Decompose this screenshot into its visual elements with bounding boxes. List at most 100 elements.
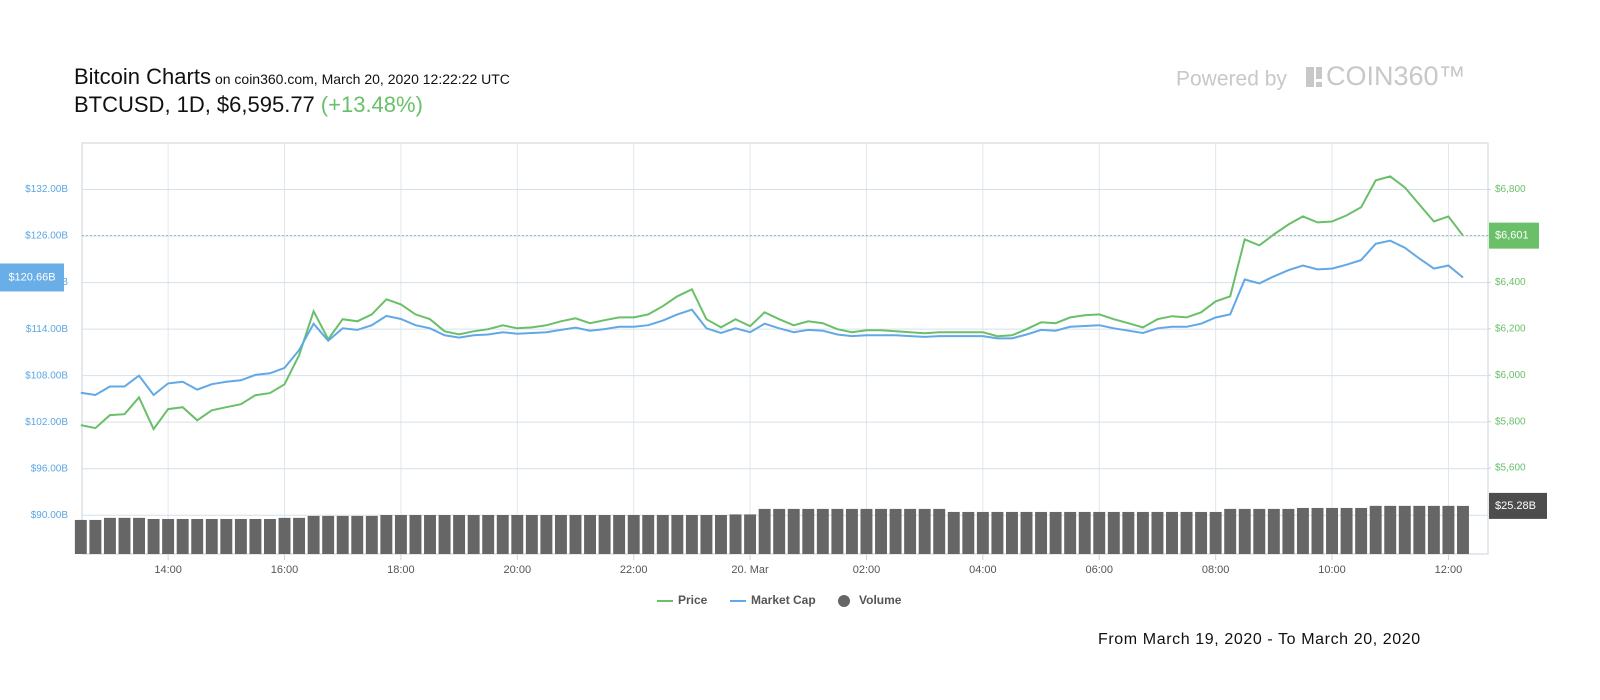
volume-bar [540,514,553,554]
powered-by: Powered by [1176,68,1287,91]
x-tick-label: 04:00 [969,564,997,576]
symbol: BTCUSD, 1D, [74,92,211,117]
volume-bar [1122,511,1135,554]
volume-bar [293,517,306,554]
volume-bar [1427,505,1440,554]
change: (+13.48%) [320,92,423,117]
x-tick-label: 18:00 [387,564,415,576]
y-tick-label: $132.00B [25,184,68,195]
volume-bar [1267,508,1280,554]
volume-bar [613,514,626,554]
logo: COIN360™ [1326,61,1466,91]
volume-bar [118,517,131,554]
header-row: BTCUSD, 1D, $6,595.77 (+13.48%) [74,92,423,118]
x-tick-label: 22:00 [620,564,648,576]
x-tick-label: 20:00 [504,564,532,576]
x-tick-label: 06:00 [1085,564,1113,576]
volume-bar [249,518,262,554]
volume-bar [918,508,931,554]
volume-bar [773,508,786,554]
x-tick-label: 02:00 [853,564,881,576]
volume-bar [584,514,597,554]
volume-bar [1049,511,1062,554]
volume-bar [424,514,436,554]
volume-bar [962,511,975,554]
current-label: $120.66B [8,271,55,283]
volume-bar [278,517,291,554]
volume-bar [744,514,757,554]
y-tick-label: $114.00B [26,324,68,335]
volume-bar [976,511,989,554]
y2-tick-label: $5,800 [1495,416,1526,427]
current-marker [1489,222,1539,249]
volume-bar [264,518,276,554]
x-tick-label: 14:00 [154,564,182,576]
x-tick-label: 12:00 [1435,564,1463,576]
volume-bar [685,514,698,554]
volume-bar [1238,508,1251,554]
plot-frame [81,142,1489,555]
volume-bar [1355,507,1368,554]
volume-bar [1005,511,1018,554]
volume-bar [1180,511,1193,554]
volume-bar [394,514,407,554]
y-tick-label: $126.00B [25,231,68,242]
volume-bar [103,517,116,554]
header-row: Bitcoin Charts on coin360.com, March 20, … [74,64,510,90]
y2-tick-label: $6,200 [1495,323,1526,334]
series-line [80,175,1464,432]
current-marker [0,263,64,292]
current-label: $25.28B [1495,500,1536,512]
price: $6,595.77 [216,92,315,117]
volume-bar [889,508,902,554]
volume-bar [1326,507,1339,554]
y-tick-label: $102.00B [25,417,68,428]
volume-bar [715,514,727,554]
volume-bar [496,514,509,554]
volume-bar [1035,511,1048,554]
volume-bar [947,511,960,554]
current-marker [1489,492,1547,519]
volume-bar [700,514,713,554]
volume-bar [787,508,800,554]
volume-bar [933,508,946,554]
volume-bar [875,508,887,554]
y2-tick-label: $6,000 [1495,370,1526,381]
volume-bar [74,519,87,554]
volume-bar [511,514,524,554]
volume-bar [1457,505,1469,554]
volume-bar [220,518,233,554]
volume-bar [1107,511,1120,554]
x-tick-label: 10:00 [1318,564,1346,576]
volume-bar [729,514,742,554]
volume-bar [671,514,684,554]
volume-bar [1209,511,1222,554]
volume-bar [336,515,349,554]
volume-bar [991,511,1004,554]
source: on coin360.com, March 20, 2020 12:22:22 … [214,71,510,87]
volume-bar [1340,507,1353,554]
volume-bar [904,508,917,554]
volume-bar [1253,508,1266,554]
volume-bar [205,518,218,554]
x-tick-label: 20. Mar [731,564,769,576]
logo-icon [1316,82,1322,87]
volume-bar [89,519,102,554]
volume-bar [1384,505,1397,554]
volume-bar [831,508,844,554]
volume-bar [351,515,364,554]
volume-bar [845,508,858,554]
volume-bar [322,515,335,554]
y2-tick-label: $5,600 [1495,463,1526,474]
y-tick-label: $108.00B [25,370,68,381]
volume-bar [816,508,829,554]
volume-bar [1093,511,1106,554]
legend-label: Volume [859,593,902,607]
y2-tick-label: $6,800 [1495,184,1526,195]
volume-bar [1296,507,1309,554]
current-label: $6,601 [1495,230,1529,242]
volume-bar [569,514,582,554]
volume-bar [307,515,320,554]
volume-bar [1195,511,1208,554]
